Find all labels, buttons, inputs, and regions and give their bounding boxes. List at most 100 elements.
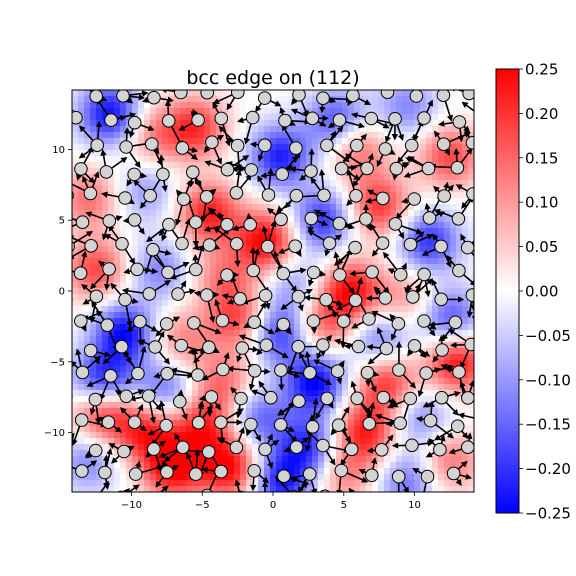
field-cell [186, 252, 193, 259]
field-cell [78, 228, 85, 235]
field-cell [372, 162, 379, 169]
field-cell [258, 270, 265, 277]
field-cell [216, 138, 223, 145]
field-cell [372, 426, 379, 433]
field-cell [462, 150, 469, 157]
field-cell [72, 240, 79, 247]
displacement-arrow [86, 502, 93, 511]
field-cell [162, 180, 169, 187]
field-cell [408, 186, 415, 193]
field-cell [402, 426, 409, 433]
field-cell [276, 180, 283, 187]
field-cell [366, 102, 373, 109]
field-cell [174, 414, 181, 421]
field-cell [318, 180, 325, 187]
field-cell [456, 306, 463, 313]
field-cell [348, 138, 355, 145]
field-cell [216, 222, 223, 229]
field-cell [156, 384, 163, 391]
field-cell [144, 372, 151, 379]
field-cell [468, 372, 474, 379]
field-cell [300, 168, 307, 175]
field-cell [324, 174, 331, 181]
field-cell [90, 258, 97, 265]
field-cell [270, 264, 277, 271]
field-cell [216, 264, 223, 271]
field-cell [270, 204, 277, 211]
field-cell [90, 354, 97, 361]
field-cell [216, 426, 223, 433]
field-cell [300, 318, 307, 325]
field-cell [222, 264, 229, 271]
displacement-arrow [66, 284, 69, 301]
field-cell [246, 150, 253, 157]
field-cell [246, 252, 253, 259]
field-cell [432, 312, 439, 319]
field-cell [408, 234, 415, 241]
field-cell [210, 306, 217, 313]
field-cell [378, 366, 385, 373]
field-cell [378, 210, 385, 217]
field-cell [228, 426, 235, 433]
field-cell [450, 204, 457, 211]
field-cell [378, 138, 385, 145]
field-cell [450, 462, 457, 469]
field-cell [300, 228, 307, 235]
field-cell [360, 102, 367, 109]
field-cell [402, 222, 409, 229]
field-cell [432, 90, 439, 97]
field-cell [210, 120, 217, 127]
field-cell [426, 126, 433, 133]
field-cell [78, 390, 85, 397]
field-cell [282, 222, 289, 229]
field-cell [282, 228, 289, 235]
field-cell [366, 246, 373, 253]
field-cell [468, 366, 474, 373]
field-cell [270, 420, 277, 427]
field-cell [186, 186, 193, 193]
field-cell [408, 126, 415, 133]
field-cell [114, 150, 121, 157]
field-cell [462, 96, 469, 103]
field-cell [264, 378, 271, 385]
field-cell [378, 318, 385, 325]
field-cell [438, 114, 445, 121]
field-cell [210, 408, 217, 415]
field-cell [84, 456, 91, 463]
field-cell [90, 480, 97, 487]
field-cell [186, 144, 193, 151]
field-cell [402, 120, 409, 127]
field-cell [360, 150, 367, 157]
field-cell [324, 186, 331, 193]
field-cell [366, 432, 373, 439]
field-cell [102, 198, 109, 205]
field-cell [204, 312, 211, 319]
field-cell [456, 174, 463, 181]
field-cell [126, 282, 133, 289]
field-cell [78, 180, 85, 187]
field-cell [222, 450, 229, 457]
field-cell [78, 240, 85, 247]
field-cell [162, 240, 169, 247]
field-cell [120, 258, 127, 265]
field-cell [318, 372, 325, 379]
field-cell [366, 234, 373, 241]
field-cell [456, 456, 463, 463]
field-cell [390, 450, 397, 457]
displacement-arrow [474, 502, 491, 517]
field-cell [156, 90, 163, 97]
field-cell [228, 354, 235, 361]
field-cell [372, 138, 379, 145]
field-cell [402, 282, 409, 289]
field-cell [456, 102, 463, 109]
field-cell [120, 282, 127, 289]
field-cell [336, 294, 343, 301]
field-cell [84, 330, 91, 337]
field-cell [96, 180, 103, 187]
field-cell [168, 294, 175, 301]
field-cell [108, 246, 115, 253]
field-cell [234, 264, 241, 271]
field-cell [96, 168, 103, 175]
field-cell [384, 222, 391, 229]
field-cell [282, 480, 289, 487]
